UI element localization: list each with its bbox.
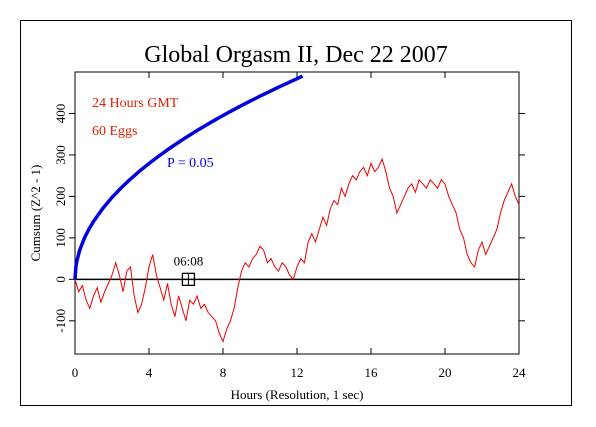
y-tick-labels: -100 0 100 200 300 400 <box>53 104 68 333</box>
x-axis-label: Hours (Resolution, 1 sec) <box>231 387 364 402</box>
cumsum-series-line <box>74 157 520 343</box>
x-tick-label: 4 <box>146 365 153 380</box>
y-tick-label: 100 <box>53 228 68 248</box>
x-tick-label: 16 <box>365 365 379 380</box>
x-tick-label: 24 <box>513 365 527 380</box>
y-tick-label: -100 <box>53 309 68 333</box>
chart-frame <box>20 20 572 406</box>
eggs-annotation: 60 Eggs <box>92 124 138 139</box>
p-value-annotation: P = 0.05 <box>167 156 214 171</box>
y-tick-label: 200 <box>53 187 68 207</box>
probability-envelope-line <box>73 74 304 280</box>
x-tick-labels: 0 4 8 12 16 20 24 <box>72 365 526 380</box>
plot-area <box>74 71 520 355</box>
time-marker-label: 06:08 <box>174 253 204 268</box>
y-tick-label: 400 <box>53 104 68 124</box>
x-tick-label: 12 <box>291 365 304 380</box>
axis-ticks <box>69 72 525 354</box>
y-axis-label: Cumsum (Z^2 - 1) <box>28 165 43 262</box>
y-tick-label: 0 <box>53 276 68 283</box>
hours-annotation: 24 Hours GMT <box>92 96 179 111</box>
x-tick-label: 8 <box>220 365 227 380</box>
chart-title: Global Orgasm II, Dec 22 2007 <box>144 42 448 68</box>
time-marker <box>181 272 196 287</box>
y-tick-label: 300 <box>53 145 68 165</box>
x-tick-label: 0 <box>72 365 79 380</box>
x-tick-label: 20 <box>439 365 452 380</box>
